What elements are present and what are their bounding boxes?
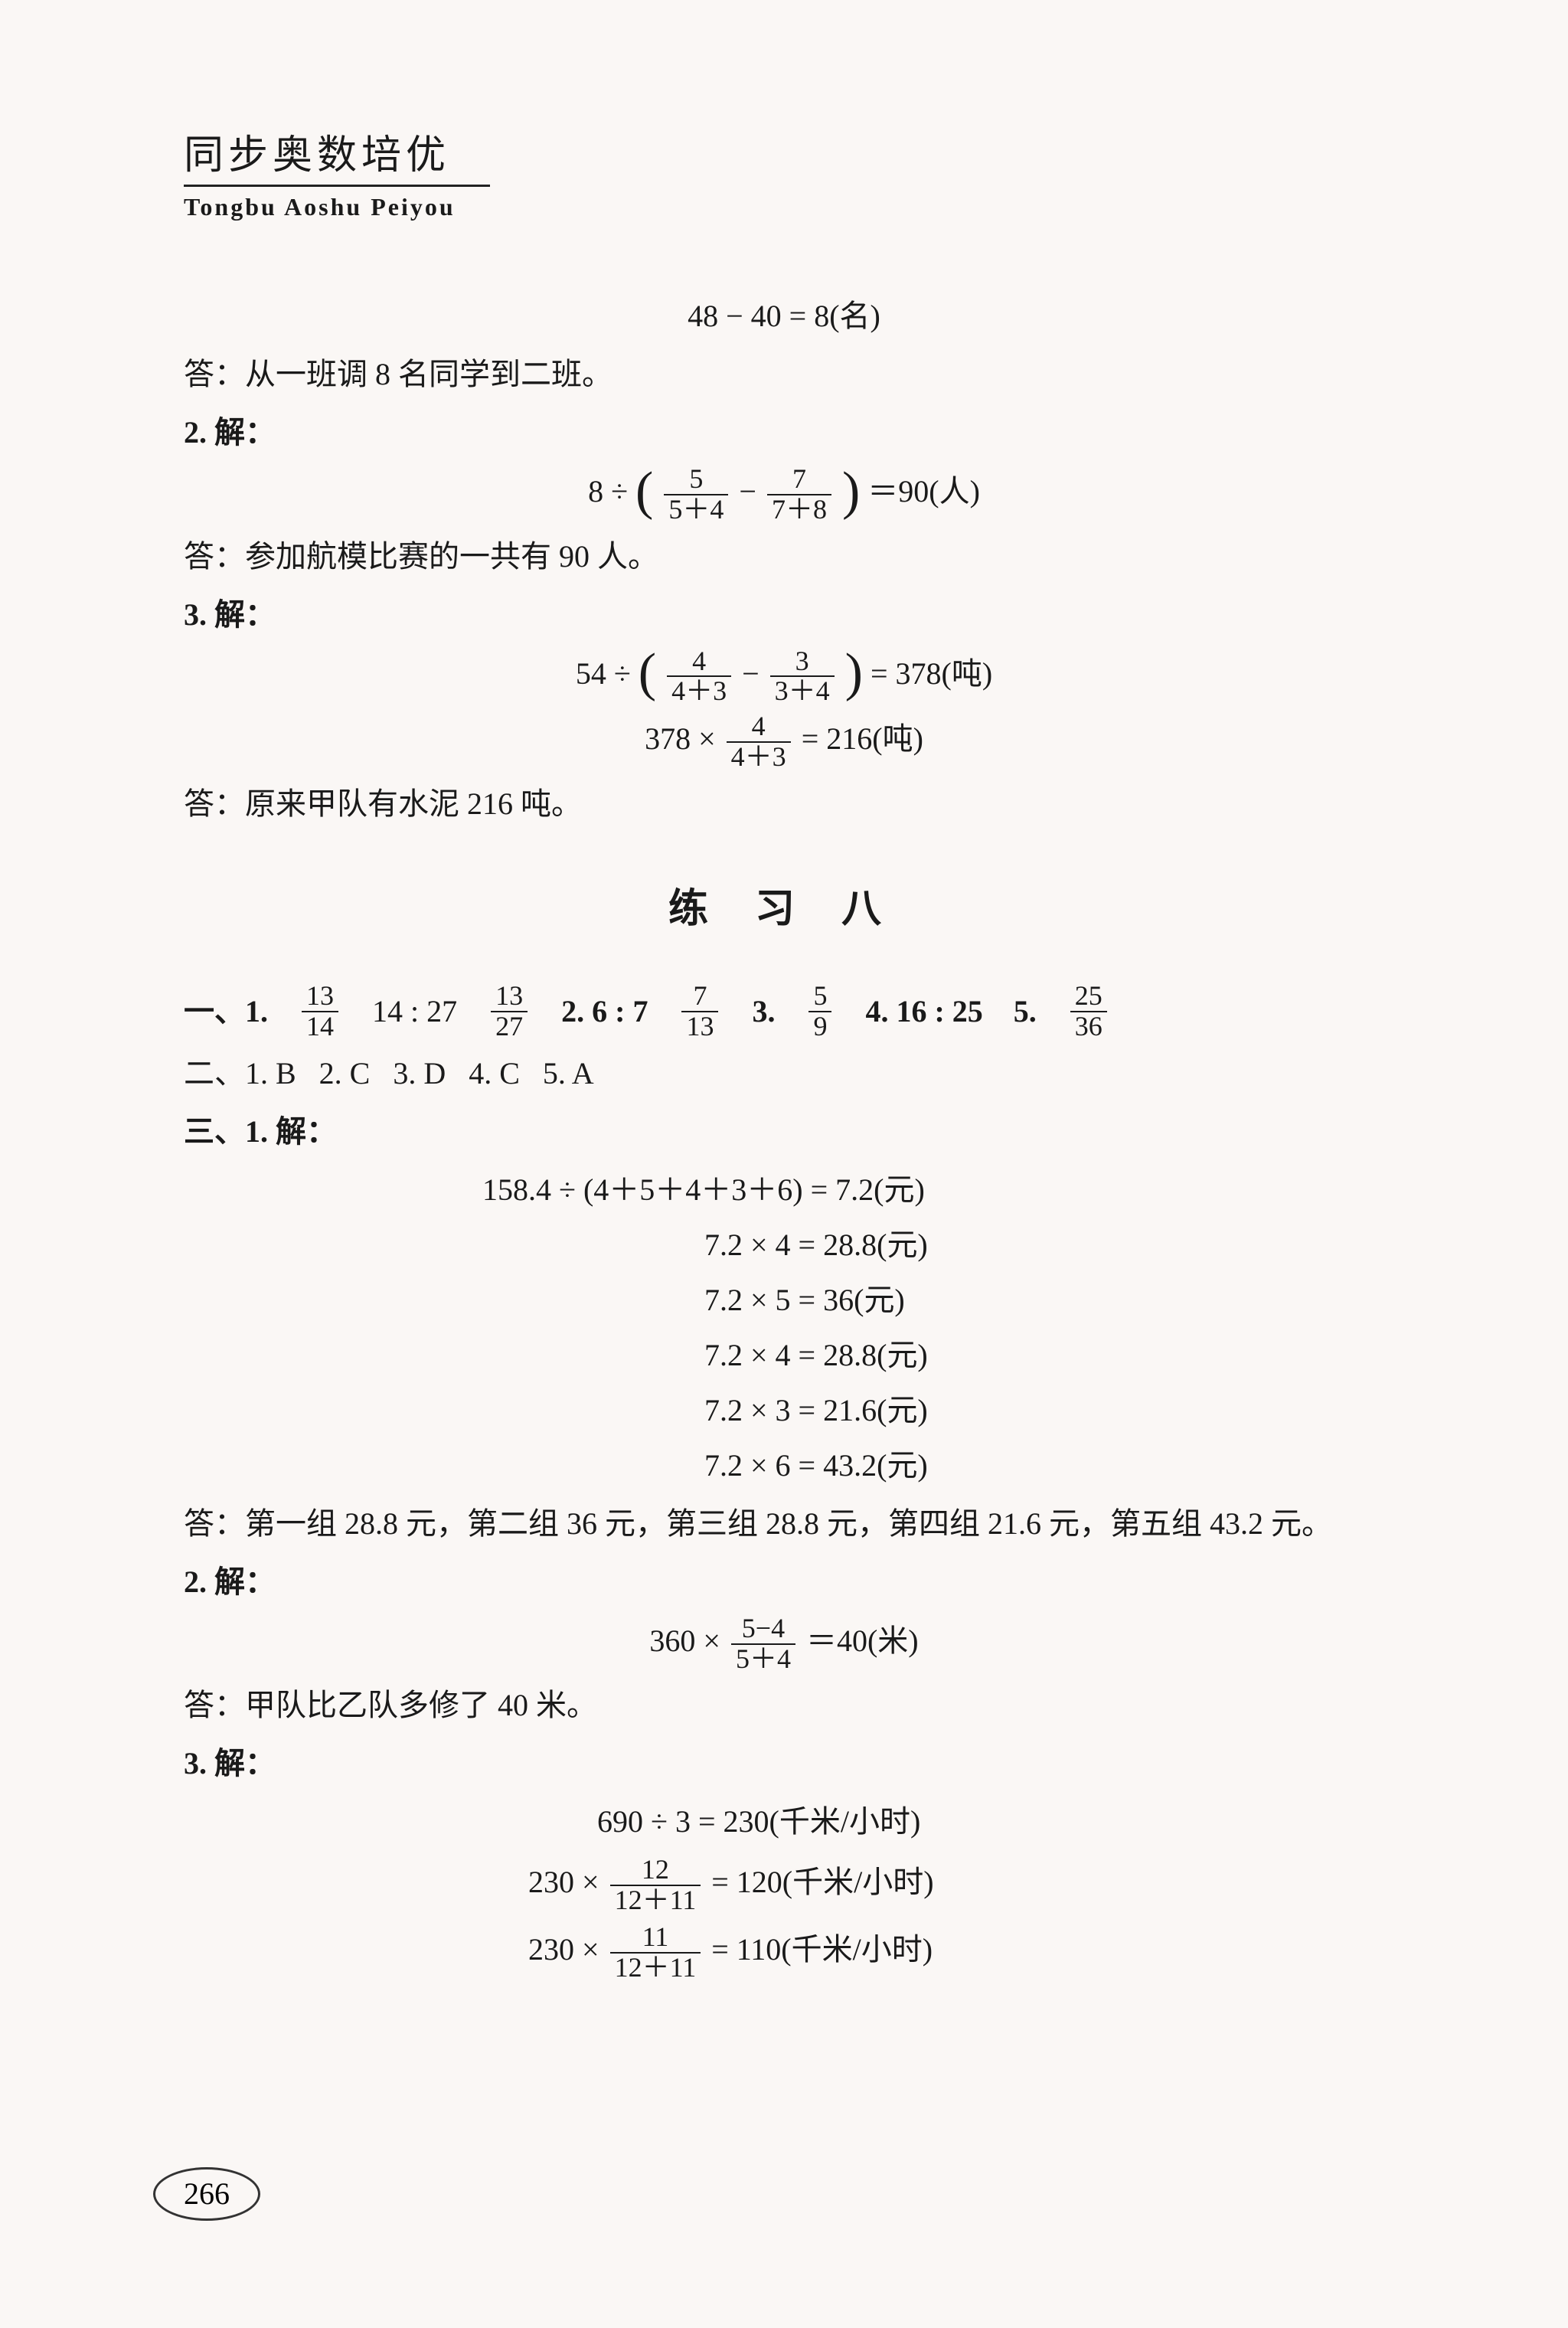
problem-label: 2. 解： xyxy=(184,407,1384,459)
label: 2. 6 : 7 xyxy=(561,986,648,1038)
eq-text: = 378(吨) xyxy=(871,656,992,691)
eq-text: 54 ÷ xyxy=(576,656,631,691)
page-number: 266 xyxy=(153,2167,260,2221)
paren-right: ) xyxy=(842,470,860,513)
fraction: 1212＋11 xyxy=(610,1856,701,1915)
eq-text: − xyxy=(742,656,760,691)
fraction: 2536 xyxy=(1070,982,1107,1041)
content-body: 48 − 40 = 8(名) 答：从一班调 8 名同学到二班。 2. 解： 8 … xyxy=(184,290,1384,1983)
equation: 230 × 1212＋11 = 120(千米/小时) xyxy=(184,1856,1384,1915)
page-header: 同步奥数培优 Tongbu Aoshu Peiyou xyxy=(184,123,1384,221)
fraction: 33＋4 xyxy=(770,647,835,707)
answer-line: 答：原来甲队有水泥 216 吨。 xyxy=(184,778,1384,830)
title-pinyin: Tongbu Aoshu Peiyou xyxy=(184,193,1384,221)
eq-text: = 110(千米/小时) xyxy=(711,1932,933,1967)
fraction: 5−45＋4 xyxy=(731,1614,795,1674)
equation: 360 × 5−45＋4 ＝40(米) xyxy=(184,1614,1384,1674)
problem-label: 三、1. 解： xyxy=(184,1106,1384,1158)
value: 14 : 27 xyxy=(372,986,457,1038)
equation: 230 × 1112＋11 = 110(千米/小时) xyxy=(184,1923,1384,1983)
answer-line: 答：从一班调 8 名同学到二班。 xyxy=(184,348,1384,401)
label: 4. 16 : 25 xyxy=(865,986,982,1038)
eq-text: − xyxy=(739,474,756,508)
fraction: 1327 xyxy=(491,982,528,1041)
equation: 54 ÷ ( 44＋3 − 33＋4 ) = 378(吨) xyxy=(184,647,1384,707)
equation: 158.4 ÷ (4＋5＋4＋3＋6) = 7.2(元) xyxy=(184,1164,1384,1216)
problem-label: 3. 解： xyxy=(184,1738,1384,1790)
eq-text: = 216(吨) xyxy=(802,721,923,756)
answers-row-1: 一、1. 1314 14 : 27 1327 2. 6 : 7 713 3. 5… xyxy=(184,982,1384,1041)
problem-label: 2. 解： xyxy=(184,1556,1384,1608)
title-underline xyxy=(184,185,490,187)
fraction: 1112＋11 xyxy=(610,1923,701,1983)
fraction: 44＋3 xyxy=(667,647,731,707)
eq-text: ＝40(米) xyxy=(806,1623,919,1658)
fraction: 1314 xyxy=(302,982,338,1041)
equation: 7.2 × 5 = 36(元) xyxy=(184,1274,1384,1326)
problem-label: 3. 解： xyxy=(184,589,1384,641)
fraction: 59 xyxy=(808,982,831,1041)
equation: 8 ÷ ( 55＋4 − 77＋8 ) ＝90(人) xyxy=(184,465,1384,525)
eq-text: = 120(千米/小时) xyxy=(711,1865,933,1899)
eq-text: 378 × xyxy=(645,721,716,756)
fraction: 44＋3 xyxy=(727,712,791,772)
eq-text: 230 × xyxy=(528,1932,599,1967)
fraction: 77＋8 xyxy=(767,465,831,525)
paren-left: ( xyxy=(635,470,653,513)
equation: 48 − 40 = 8(名) xyxy=(184,290,1384,342)
eq-text: ＝90(人) xyxy=(867,474,980,508)
answer-line: 答：第一组 28.8 元，第二组 36 元，第三组 28.8 元，第四组 21.… xyxy=(184,1498,1384,1550)
equation: 378 × 44＋3 = 216(吨) xyxy=(184,712,1384,772)
eq-text: 230 × xyxy=(528,1865,599,1899)
answer-line: 答：甲队比乙队多修了 40 米。 xyxy=(184,1679,1384,1731)
paren-left: ( xyxy=(639,652,656,695)
equation: 690 ÷ 3 = 230(千米/小时) xyxy=(184,1796,1384,1848)
answer-line: 答：参加航模比赛的一共有 90 人。 xyxy=(184,531,1384,583)
eq-text: 8 ÷ xyxy=(588,474,628,508)
fraction: 713 xyxy=(681,982,718,1041)
paren-right: ) xyxy=(845,652,863,695)
eq-text: 360 × xyxy=(649,1623,720,1658)
title-chinese: 同步奥数培优 xyxy=(184,123,1384,185)
section-title: 练 习 八 xyxy=(184,876,1384,943)
answers-row-2: 二、1. B 2. C 3. D 4. C 5. A xyxy=(184,1048,1384,1100)
label: 3. xyxy=(752,986,775,1038)
equation: 7.2 × 4 = 28.8(元) xyxy=(184,1219,1384,1271)
equation: 7.2 × 6 = 43.2(元) xyxy=(184,1440,1384,1492)
fraction: 55＋4 xyxy=(664,465,728,525)
equation: 7.2 × 4 = 28.8(元) xyxy=(184,1329,1384,1381)
label: 5. xyxy=(1014,986,1037,1038)
label: 一、1. xyxy=(184,986,268,1038)
equation: 7.2 × 3 = 21.6(元) xyxy=(184,1385,1384,1437)
